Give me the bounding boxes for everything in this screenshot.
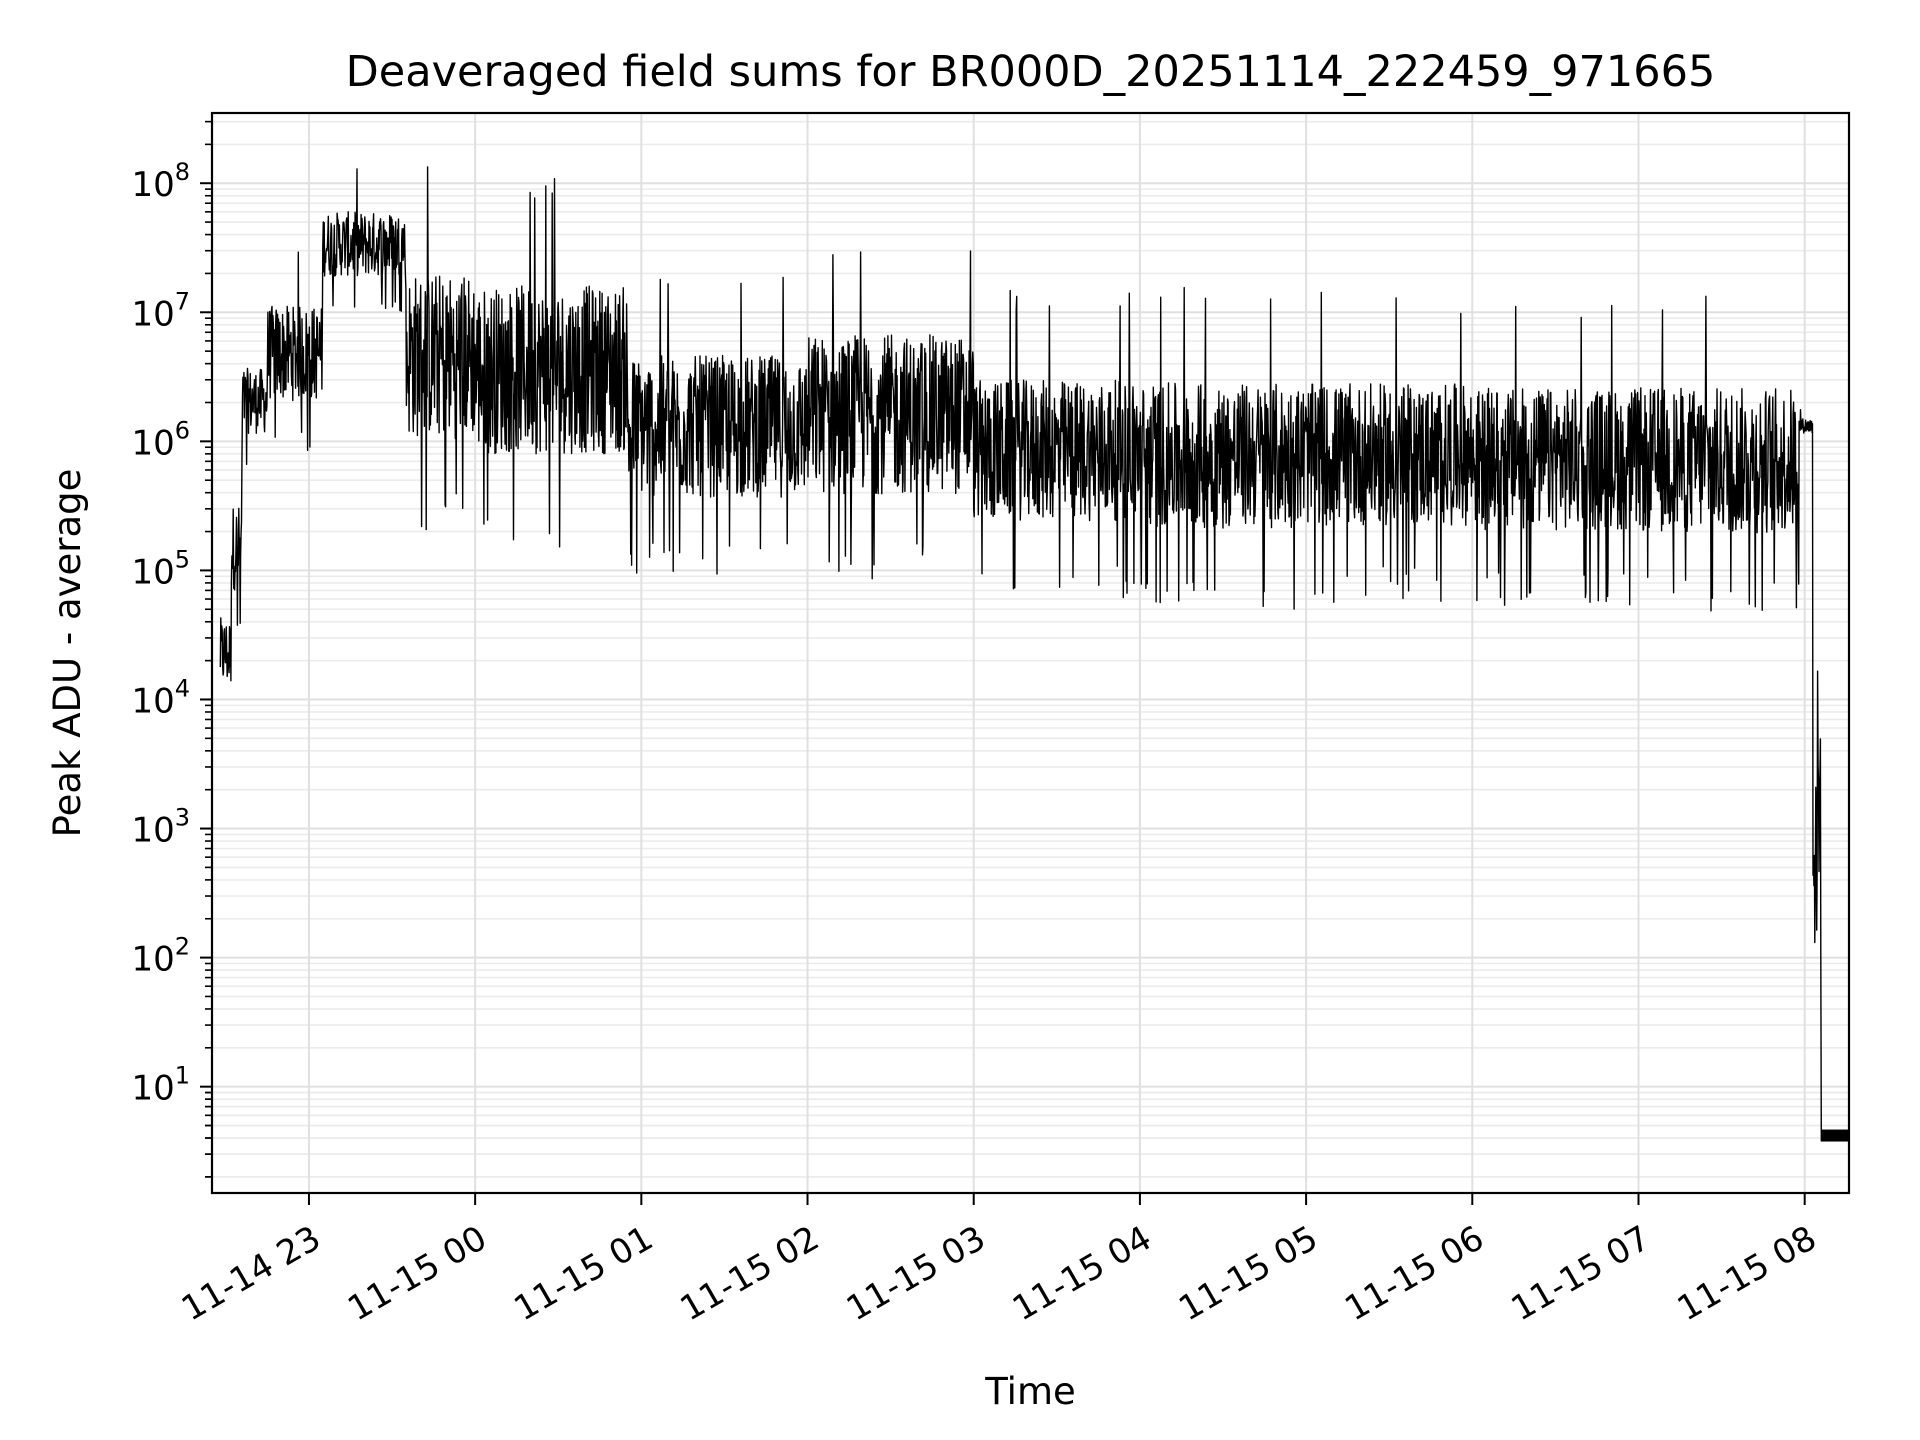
y-tick-label: 108 — [131, 158, 190, 205]
y-tick-label: 106 — [131, 416, 190, 463]
grid — [212, 113, 1849, 1193]
chart-title: Deaveraged field sums for BR000D_2025111… — [346, 47, 1716, 97]
y-axis-label: Peak ADU - average — [46, 469, 89, 838]
x-axis-label: Time — [984, 1370, 1076, 1413]
series-line — [219, 166, 1850, 1142]
y-tick-label: 107 — [131, 287, 190, 334]
y-tick-label: 105 — [131, 545, 190, 592]
axis-ticks — [200, 120, 1806, 1205]
y-tick-label: 102 — [131, 933, 190, 980]
y-tick-label: 104 — [131, 674, 190, 721]
data-series — [219, 166, 1850, 1142]
y-tick-label: 101 — [131, 1062, 190, 1109]
plot-frame — [210, 111, 1851, 1195]
y-tick-label: 103 — [131, 804, 190, 851]
